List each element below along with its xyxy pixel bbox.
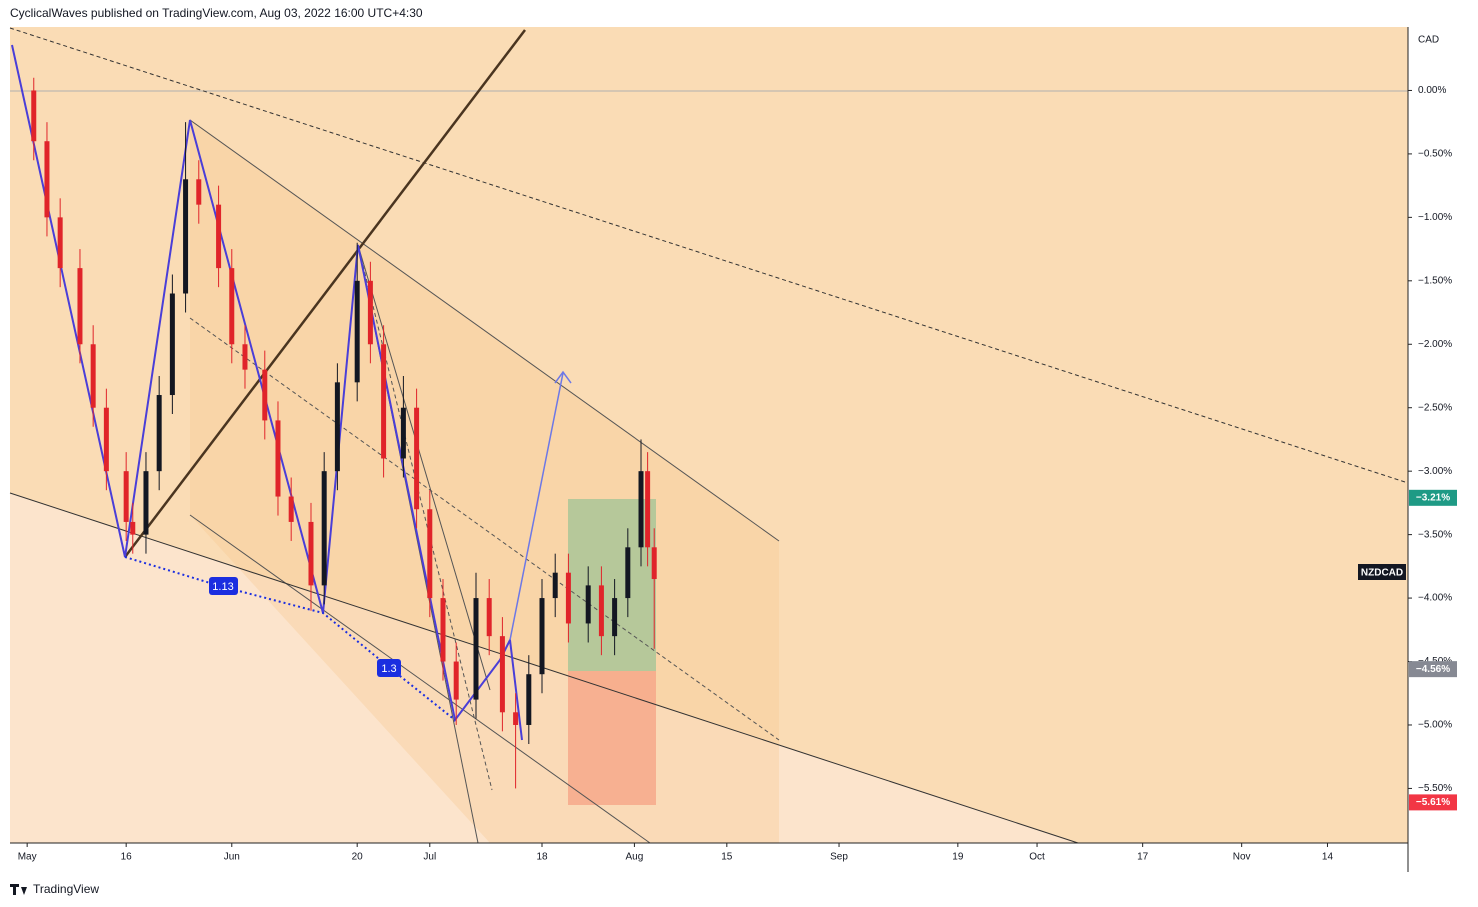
candle-body (453, 661, 459, 700)
candle-body (645, 471, 651, 548)
candle-body (169, 293, 175, 396)
x-tick-label: 18 (536, 852, 548, 863)
candle-body (130, 521, 136, 535)
symbol-label-box (1358, 564, 1406, 580)
x-tick-label: 16 (121, 852, 133, 863)
x-tick-label: 20 (352, 852, 364, 863)
y-tick-label: −1.50% (1418, 275, 1452, 286)
candle-body (143, 471, 149, 535)
candle-body (638, 471, 644, 548)
x-tick-label: Jul (423, 852, 436, 863)
price-label-box (1409, 661, 1457, 678)
candle-body (367, 280, 373, 345)
candle-body (242, 344, 248, 370)
candle-body (598, 585, 604, 637)
candle-body (354, 280, 360, 383)
candle-body (381, 344, 387, 459)
price-label-box (1409, 489, 1457, 506)
candle-body (275, 420, 281, 497)
projection-arrow (509, 372, 564, 641)
channel-line (189, 119, 780, 542)
candle-body (103, 407, 109, 472)
y-tick-label: −4.00% (1418, 593, 1452, 604)
currency: CAD (1418, 35, 1439, 46)
candle-body (400, 407, 406, 459)
y-tick-label: −2.00% (1418, 339, 1452, 350)
candle-body (308, 521, 314, 586)
candle-body (262, 369, 268, 421)
candle-body (90, 344, 96, 408)
candle-body (334, 382, 340, 472)
candle-body (123, 471, 129, 522)
candle-body (499, 636, 505, 713)
candle-body (183, 179, 189, 294)
candle-body (585, 585, 591, 624)
y-tick-label: −5.00% (1418, 720, 1452, 731)
trend-line (9, 27, 1409, 484)
y-tick-label: 0.00% (1418, 85, 1446, 96)
candle-body (625, 547, 631, 599)
ratio-label: 1.3 (381, 663, 396, 675)
candle-body (526, 674, 532, 725)
ratio-label: 1.13 (212, 581, 233, 593)
y-tick-label: −1.00% (1418, 212, 1452, 223)
candle-body (44, 141, 50, 218)
y-tick-label: −0.50% (1418, 149, 1452, 160)
arrow-head (554, 370, 572, 384)
candle-body (552, 572, 558, 599)
candle-body (31, 90, 37, 142)
price-label-box (1409, 794, 1457, 811)
footer: TradingView (33, 882, 99, 896)
wave-path (11, 44, 523, 741)
y-tick-label: −2.50% (1418, 402, 1452, 413)
x-tick-label: 15 (721, 852, 733, 863)
x-tick-label: Jun (224, 852, 240, 863)
fan-line (357, 244, 491, 691)
ratio-line (124, 556, 456, 721)
ratio-label-box (209, 577, 238, 595)
ratio-label-box (377, 659, 401, 677)
x-tick-label: 14 (1322, 852, 1334, 863)
x-tick-label: Nov (1233, 852, 1251, 863)
candle-body (651, 547, 657, 580)
fan-line (357, 244, 493, 791)
candle-body (196, 179, 202, 205)
candle-body (156, 395, 162, 472)
x-tick-label: 19 (952, 852, 964, 863)
candle-body (216, 204, 222, 269)
symbol-label: NZDCAD (1361, 568, 1403, 579)
x-tick-label: 17 (1137, 852, 1149, 863)
candle-body (440, 598, 446, 662)
candle-body (57, 217, 63, 269)
candle-body (321, 471, 327, 586)
candle-body (539, 598, 545, 675)
x-tick-label: Aug (626, 852, 644, 863)
stop-box (568, 671, 656, 805)
x-tick-label: May (18, 852, 37, 863)
y-tick-label: −3.50% (1418, 529, 1452, 540)
candle-body (473, 598, 479, 700)
logo (10, 884, 27, 895)
price-label: −5.61% (1416, 797, 1450, 808)
x-tick-label: Sep (830, 852, 848, 863)
candle-body (288, 496, 294, 522)
candle-body (77, 268, 83, 345)
channel-mid (189, 317, 780, 741)
candle-body (565, 572, 571, 624)
candle-body (612, 598, 618, 637)
candle-body (414, 407, 420, 510)
candle-body (513, 712, 519, 725)
y-tick-label: −3.00% (1418, 466, 1452, 477)
price-label: −3.21% (1416, 492, 1450, 503)
channel-line (189, 514, 651, 844)
candle-body (229, 268, 235, 345)
header: CyclicalWaves published on TradingView.c… (10, 6, 423, 20)
y-tick-label: −5.50% (1418, 783, 1452, 794)
candle-body (427, 509, 433, 599)
candle-body (486, 598, 492, 637)
price-label: −4.56% (1416, 664, 1450, 675)
trend-line (124, 29, 526, 558)
x-tick-label: Oct (1029, 852, 1045, 863)
